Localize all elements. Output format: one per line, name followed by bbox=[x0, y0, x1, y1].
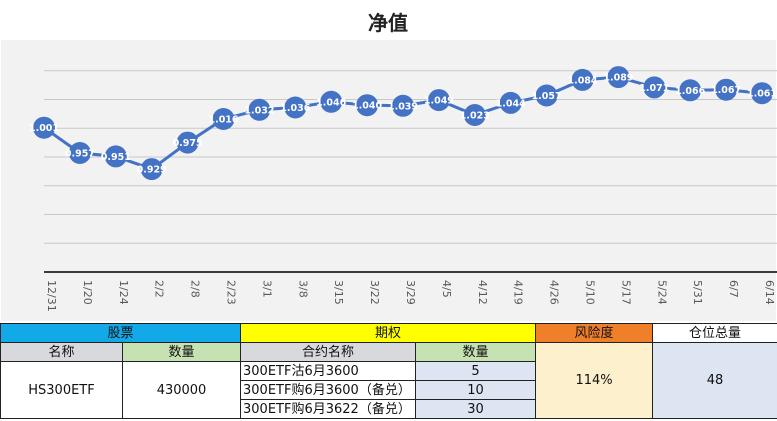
x-tick-label: 1/24 bbox=[117, 280, 130, 305]
data-label: 1.023 bbox=[460, 111, 490, 122]
stock-qty-cell: 430000 bbox=[121, 361, 242, 419]
stock-name-column-header: 名称 bbox=[0, 342, 123, 362]
data-point bbox=[356, 94, 379, 117]
table-row: 300ETF购6月3600（备兑） 10 bbox=[1, 380, 777, 400]
x-tick-label: 6/7 bbox=[727, 280, 740, 298]
option-qty-cell: 5 bbox=[415, 361, 537, 381]
data-label: 1.039 bbox=[388, 101, 418, 112]
x-tick-label: 3/15 bbox=[332, 280, 345, 305]
data-point bbox=[248, 98, 271, 121]
data-point bbox=[751, 82, 773, 105]
data-point bbox=[104, 145, 127, 168]
data-point bbox=[571, 68, 594, 91]
x-tick-label: 2/2 bbox=[153, 280, 166, 298]
x-tick-label: 4/26 bbox=[548, 280, 561, 305]
data-point bbox=[607, 66, 630, 89]
data-point bbox=[427, 89, 450, 112]
data-point bbox=[392, 94, 414, 117]
data-label: 1.071 bbox=[639, 83, 669, 94]
data-label: 1.016 bbox=[208, 115, 238, 126]
data-point bbox=[176, 131, 199, 154]
table-header-row: 股票 期权 风险度 仓位总量 bbox=[0, 323, 777, 343]
table-subheader-row: 名称 数量 合约名称 数量 114% 48 bbox=[0, 342, 777, 419]
risk-value: 114% bbox=[535, 342, 654, 419]
data-label: 0.975 bbox=[173, 138, 203, 149]
x-tick-label: 5/24 bbox=[655, 280, 668, 305]
data-label: 1.040 bbox=[352, 101, 382, 112]
data-point bbox=[140, 158, 163, 181]
x-tick-label: 5/10 bbox=[584, 280, 597, 305]
series-nav: 1.001 0.957 0.951 0.929 0.975 1.016 1.032 1.036… bbox=[29, 66, 777, 181]
data-label: 0.929 bbox=[137, 165, 167, 176]
data-point bbox=[284, 96, 307, 119]
data-label: 1.046 bbox=[316, 97, 346, 108]
data-label: 1.089 bbox=[603, 73, 633, 84]
x-tick-label: 5/17 bbox=[619, 280, 632, 305]
x-tick-label: 2/23 bbox=[225, 280, 238, 305]
stock-header: 股票 bbox=[0, 323, 242, 343]
x-tick-label: 4/5 bbox=[440, 280, 453, 298]
option-contract-cell: 300ETF购6月3622（备兑） bbox=[240, 399, 417, 419]
data-label: 1.084 bbox=[567, 75, 597, 86]
data-point bbox=[535, 84, 558, 107]
x-tick-label: 6/14 bbox=[763, 280, 776, 305]
data-label: 1.057 bbox=[532, 91, 562, 102]
data-point bbox=[643, 76, 666, 99]
x-tick-label: 1/20 bbox=[81, 280, 94, 305]
data-label: 1.044 bbox=[496, 98, 526, 109]
chart-title: 净值 bbox=[368, 11, 408, 35]
data-label: 1.066 bbox=[675, 86, 705, 97]
data-point bbox=[320, 90, 343, 113]
risk-header: 风险度 bbox=[535, 323, 654, 343]
data-label: 1.049 bbox=[424, 96, 454, 107]
x-tick-label: 5/31 bbox=[691, 280, 704, 305]
data-point bbox=[499, 91, 522, 114]
x-tick-label: 3/29 bbox=[404, 280, 417, 305]
option-header: 期权 bbox=[240, 323, 537, 343]
option-qty-cell: 10 bbox=[415, 380, 537, 400]
table-row: HS300ETF 430000 300ETF沽6月3600 5 bbox=[0, 361, 777, 419]
data-point bbox=[679, 79, 702, 102]
option-contract-cell: 300ETF沽6月3600 bbox=[240, 361, 417, 381]
data-point bbox=[463, 104, 486, 126]
stock-qty-column-header: 数量 bbox=[121, 342, 242, 362]
table-row: 300ETF购6月3622（备兑） 30 bbox=[1, 399, 777, 419]
option-qty-column-header: 数量 bbox=[415, 342, 537, 362]
x-tick-labels: 12/31 1/20 1/24 2/2 2/8 2/23 3/1 3/8 3/15 3/22 3/2… bbox=[45, 280, 776, 312]
data-label: 0.951 bbox=[101, 152, 131, 163]
position-header: 仓位总量 bbox=[652, 323, 777, 343]
position-value: 48 bbox=[652, 342, 777, 419]
x-tick-label: 2/8 bbox=[189, 280, 202, 298]
x-tick-label: 12/31 bbox=[45, 280, 58, 312]
data-point bbox=[68, 142, 91, 164]
option-contract-cell: 300ETF购6月3600（备兑） bbox=[240, 380, 417, 400]
contract-column-header: 合约名称 bbox=[240, 342, 417, 362]
x-tick-label: 3/22 bbox=[368, 280, 381, 305]
data-label: 1.036 bbox=[280, 103, 310, 114]
data-label: 1.061 bbox=[747, 89, 777, 100]
stock-name-cell: HS300ETF bbox=[0, 361, 123, 419]
data-label: 0.957 bbox=[65, 149, 95, 160]
data-label: 1.001 bbox=[29, 123, 59, 134]
nav-line-chart: 净值 1.001 0.957 0.951 0.929 0.975 1.016 1.032 1.… bbox=[1, 11, 777, 321]
data-label: 1.067 bbox=[711, 85, 741, 96]
grid-lines bbox=[44, 70, 777, 244]
data-point bbox=[715, 78, 738, 101]
data-point bbox=[212, 108, 235, 130]
data-point bbox=[33, 116, 55, 139]
x-tick-label: 3/8 bbox=[296, 280, 309, 298]
data-label: 1.032 bbox=[244, 105, 274, 116]
x-tick-label: 3/1 bbox=[260, 280, 273, 298]
x-tick-label: 4/12 bbox=[476, 280, 489, 305]
position-summary-table: 股票 期权 风险度 仓位总量 名称 数量 合约名称 数量 114% 48 HS3… bbox=[0, 323, 777, 419]
x-tick-label: 4/19 bbox=[512, 280, 525, 305]
option-qty-cell: 30 bbox=[415, 399, 537, 419]
